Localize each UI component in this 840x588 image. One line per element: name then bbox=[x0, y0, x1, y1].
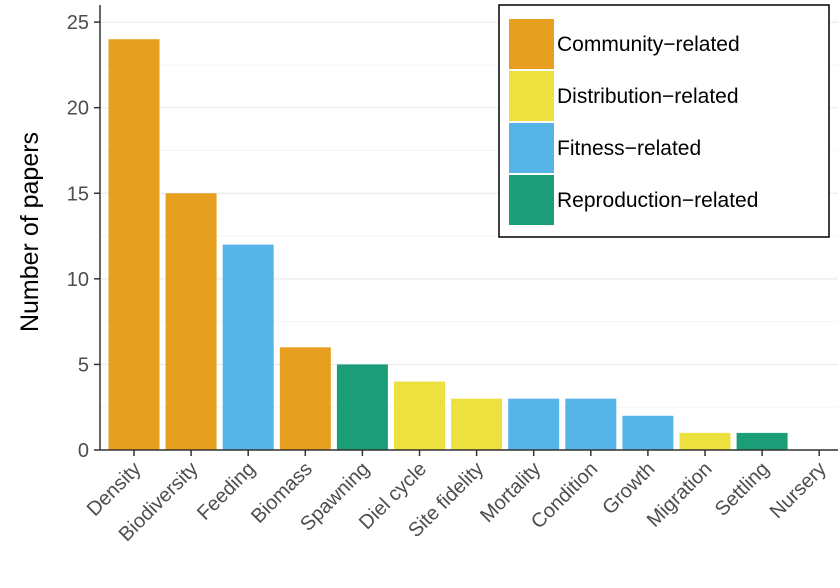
bar-biomass bbox=[279, 347, 331, 450]
y-tick-label: 20 bbox=[67, 98, 89, 120]
bar-spawning bbox=[336, 364, 388, 450]
x-tick-label: Nursery bbox=[766, 458, 831, 523]
legend-key bbox=[507, 69, 556, 123]
y-tick-label: 10 bbox=[67, 269, 89, 291]
bar-diel-cycle bbox=[394, 381, 445, 450]
bar-density bbox=[108, 39, 160, 450]
legend: Community−related Distribution−related Fit… bbox=[498, 4, 830, 238]
legend-label: Distribution−related bbox=[557, 85, 739, 108]
bar-site-fidelity bbox=[451, 398, 503, 450]
x-tick-label: Settling bbox=[711, 458, 774, 521]
legend-key bbox=[507, 173, 556, 227]
axes bbox=[99, 5, 838, 451]
legend-key bbox=[507, 17, 556, 71]
legend-key bbox=[507, 121, 556, 175]
y-ticks: 0 5 10 15 20 25 bbox=[67, 12, 100, 462]
y-tick-label: 0 bbox=[78, 440, 89, 462]
legend-label: Fitness−related bbox=[557, 137, 701, 160]
bar-biodiversity bbox=[165, 193, 217, 450]
legend-label: Community−related bbox=[557, 33, 740, 56]
x-ticks: DensityBiodiversityFeedingBiomassSpawnin… bbox=[83, 450, 831, 546]
y-tick-label: 5 bbox=[78, 354, 89, 376]
y-tick-label: 25 bbox=[67, 12, 89, 34]
y-tick-label: 15 bbox=[67, 183, 89, 205]
legend-label: Reproduction−related bbox=[557, 189, 758, 212]
bar-condition bbox=[565, 398, 617, 450]
bar-migration bbox=[679, 432, 731, 450]
bar-growth bbox=[622, 415, 674, 450]
bar-settling bbox=[736, 432, 788, 450]
y-axis-title: Number of papers bbox=[16, 132, 44, 332]
bar-mortality bbox=[508, 398, 560, 450]
bars bbox=[108, 39, 788, 450]
bar-feeding bbox=[222, 244, 274, 450]
